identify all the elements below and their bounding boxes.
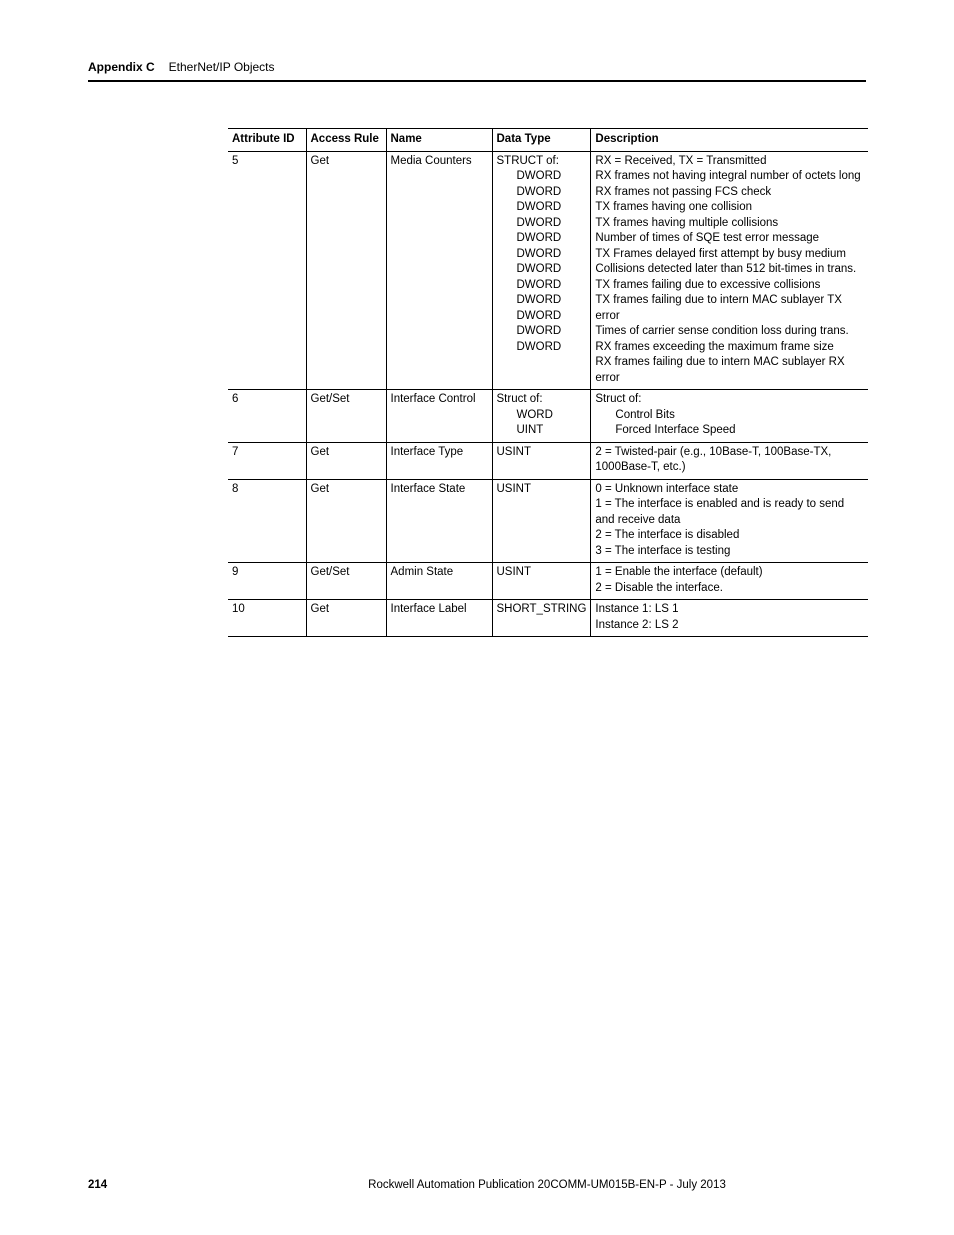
col-header-desc: Description (591, 129, 868, 152)
data-type-line: USINT (497, 445, 587, 461)
cell-name: Admin State (386, 563, 492, 600)
data-type-line: DWORD (497, 216, 587, 232)
appendix-title: EtherNet/IP Objects (169, 60, 275, 74)
cell-description: Struct of:Control BitsForced Interface S… (591, 390, 868, 443)
cell-name: Interface State (386, 479, 492, 563)
col-header-rule: Access Rule (306, 129, 386, 152)
page: Appendix C EtherNet/IP Objects Attribute… (0, 0, 954, 1235)
data-type-line: STRUCT of: (497, 154, 587, 170)
cell-description: RX = Received, TX = TransmittedRX frames… (591, 151, 868, 390)
description-line: TX Frames delayed first attempt by busy … (595, 247, 864, 263)
data-type-line: DWORD (497, 293, 587, 309)
data-type-line: DWORD (497, 262, 587, 278)
description-line: 2 = Twisted-pair (e.g., 10Base-T, 100Bas… (595, 445, 864, 476)
appendix-label: Appendix C (88, 60, 155, 74)
description-line: RX frames exceeding the maximum frame si… (595, 340, 864, 356)
description-line: TX frames having multiple collisions (595, 216, 864, 232)
description-line: 0 = Unknown interface state (595, 482, 864, 498)
table-row: 8GetInterface StateUSINT0 = Unknown inte… (228, 479, 868, 563)
description-line: TX frames having one collision (595, 200, 864, 216)
description-line: RX frames not having integral number of … (595, 169, 864, 185)
cell-attribute-id: 5 (228, 151, 306, 390)
table-row: 6Get/SetInterface ControlStruct of:WORDU… (228, 390, 868, 443)
cell-name: Interface Type (386, 442, 492, 479)
description-line: Control Bits (595, 408, 864, 424)
cell-data-type: USINT (492, 442, 591, 479)
data-type-line: Struct of: (497, 392, 587, 408)
data-type-line: DWORD (497, 324, 587, 340)
header-rule (88, 80, 866, 82)
description-line: Forced Interface Speed (595, 423, 864, 439)
data-type-line: USINT (497, 565, 587, 581)
table-row: 10GetInterface LabelSHORT_STRINGInstance… (228, 600, 868, 637)
cell-access-rule: Get (306, 600, 386, 637)
data-type-line: DWORD (497, 200, 587, 216)
data-type-line: DWORD (497, 309, 587, 325)
table-wrap: Attribute ID Access Rule Name Data Type … (228, 128, 866, 637)
col-header-type: Data Type (492, 129, 591, 152)
attributes-table: Attribute ID Access Rule Name Data Type … (228, 128, 868, 637)
description-line: 1 = Enable the interface (default) (595, 565, 864, 581)
page-footer: 214 Rockwell Automation Publication 20CO… (88, 1179, 866, 1191)
cell-access-rule: Get (306, 442, 386, 479)
col-header-id: Attribute ID (228, 129, 306, 152)
cell-access-rule: Get/Set (306, 390, 386, 443)
description-line: RX frames failing due to intern MAC subl… (595, 355, 864, 386)
description-line: Instance 1: LS 1 (595, 602, 864, 618)
cell-description: 1 = Enable the interface (default)2 = Di… (591, 563, 868, 600)
description-line: 1 = The interface is enabled and is read… (595, 497, 864, 528)
data-type-line: USINT (497, 482, 587, 498)
cell-data-type: USINT (492, 479, 591, 563)
description-line: Number of times of SQE test error messag… (595, 231, 864, 247)
table-row: 5GetMedia CountersSTRUCT of:DWORDDWORDDW… (228, 151, 868, 390)
cell-access-rule: Get (306, 151, 386, 390)
description-line: Times of carrier sense condition loss du… (595, 324, 864, 340)
cell-data-type: SHORT_STRING (492, 600, 591, 637)
cell-attribute-id: 7 (228, 442, 306, 479)
cell-access-rule: Get/Set (306, 563, 386, 600)
cell-attribute-id: 8 (228, 479, 306, 563)
table-row: 7GetInterface Type USINT 2 = Twisted-pair … (228, 442, 868, 479)
cell-access-rule: Get (306, 479, 386, 563)
description-line: 3 = The interface is testing (595, 544, 864, 560)
description-line: Instance 2: LS 2 (595, 618, 864, 634)
description-line: 2 = The interface is disabled (595, 528, 864, 544)
data-type-line: UINT (497, 423, 587, 439)
table-body: 5GetMedia CountersSTRUCT of:DWORDDWORDDW… (228, 151, 868, 637)
description-line: TX frames failing due to intern MAC subl… (595, 293, 864, 324)
cell-attribute-id: 10 (228, 600, 306, 637)
description-line: 2 = Disable the interface. (595, 581, 864, 597)
description-line: Collisions detected later than 512 bit-t… (595, 262, 864, 278)
description-line: RX frames not passing FCS check (595, 185, 864, 201)
data-type-line: DWORD (497, 247, 587, 263)
table-header-row: Attribute ID Access Rule Name Data Type … (228, 129, 868, 152)
col-header-name: Name (386, 129, 492, 152)
cell-data-type: USINT (492, 563, 591, 600)
cell-data-type: STRUCT of:DWORDDWORDDWORDDWORDDWORDDWORD… (492, 151, 591, 390)
data-type-line: SHORT_STRING (497, 602, 587, 618)
cell-name: Interface Label (386, 600, 492, 637)
data-type-line: DWORD (497, 185, 587, 201)
table-row: 9Get/SetAdmin StateUSINT1 = Enable the i… (228, 563, 868, 600)
cell-attribute-id: 6 (228, 390, 306, 443)
cell-description: 0 = Unknown interface state1 = The inter… (591, 479, 868, 563)
description-line: RX = Received, TX = Transmitted (595, 154, 864, 170)
description-line: TX frames failing due to excessive colli… (595, 278, 864, 294)
cell-description: 2 = Twisted-pair (e.g., 10Base-T, 100Bas… (591, 442, 868, 479)
page-number: 214 (88, 1179, 228, 1191)
cell-data-type: Struct of:WORDUINT (492, 390, 591, 443)
cell-attribute-id: 9 (228, 563, 306, 600)
data-type-line: DWORD (497, 169, 587, 185)
cell-description: Instance 1: LS 1Instance 2: LS 2 (591, 600, 868, 637)
data-type-line: WORD (497, 408, 587, 424)
publication-line: Rockwell Automation Publication 20COMM-U… (228, 1179, 866, 1191)
data-type-line: DWORD (497, 231, 587, 247)
cell-name: Interface Control (386, 390, 492, 443)
description-line: Struct of: (595, 392, 864, 408)
data-type-line: DWORD (497, 278, 587, 294)
cell-name: Media Counters (386, 151, 492, 390)
data-type-line: DWORD (497, 340, 587, 356)
page-header: Appendix C EtherNet/IP Objects (88, 60, 866, 74)
